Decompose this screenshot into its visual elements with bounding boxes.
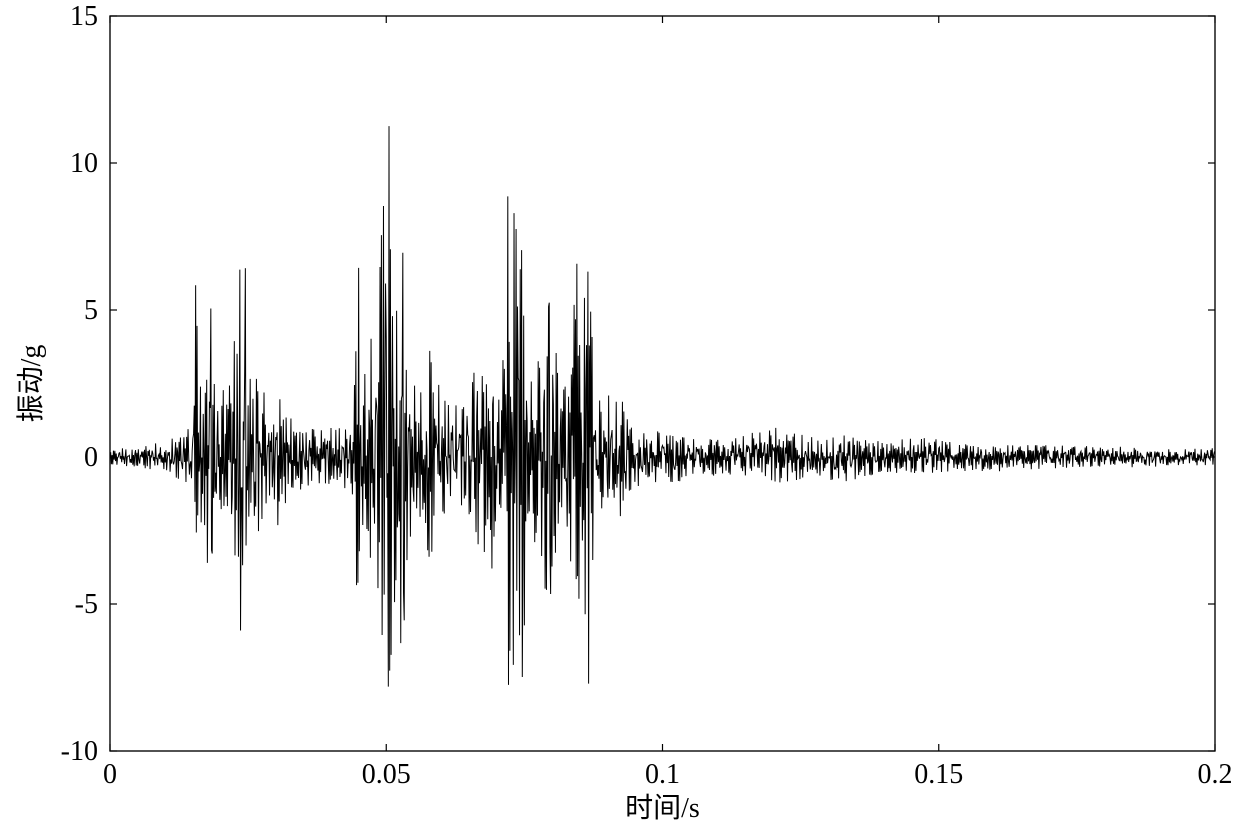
xtick-label: 0 (103, 759, 117, 790)
xtick-label: 0.05 (362, 759, 411, 790)
ytick-label: 0 (84, 442, 98, 473)
ytick-label: -10 (61, 736, 98, 767)
chart-svg: 0 0.05 0.1 0.15 0.2 -10 -5 0 5 10 15 时间/s 振动/g (0, 0, 1240, 825)
y-axis-label: 振动/g (15, 345, 47, 423)
ytick-label: 10 (70, 148, 98, 179)
x-axis-label: 时间/s (625, 792, 700, 824)
xtick-label: 0.2 (1198, 759, 1233, 790)
ytick-label: 15 (70, 1, 98, 32)
ytick-label: 5 (84, 295, 98, 326)
plot-box (110, 16, 1215, 751)
signal-trace (110, 126, 1215, 687)
xtick-label: 0.15 (914, 759, 963, 790)
ytick-label: -5 (75, 589, 98, 620)
xtick-label: 0.1 (645, 759, 680, 790)
vibration-time-series-chart: 0 0.05 0.1 0.15 0.2 -10 -5 0 5 10 15 时间/s 振动/g (0, 0, 1240, 825)
